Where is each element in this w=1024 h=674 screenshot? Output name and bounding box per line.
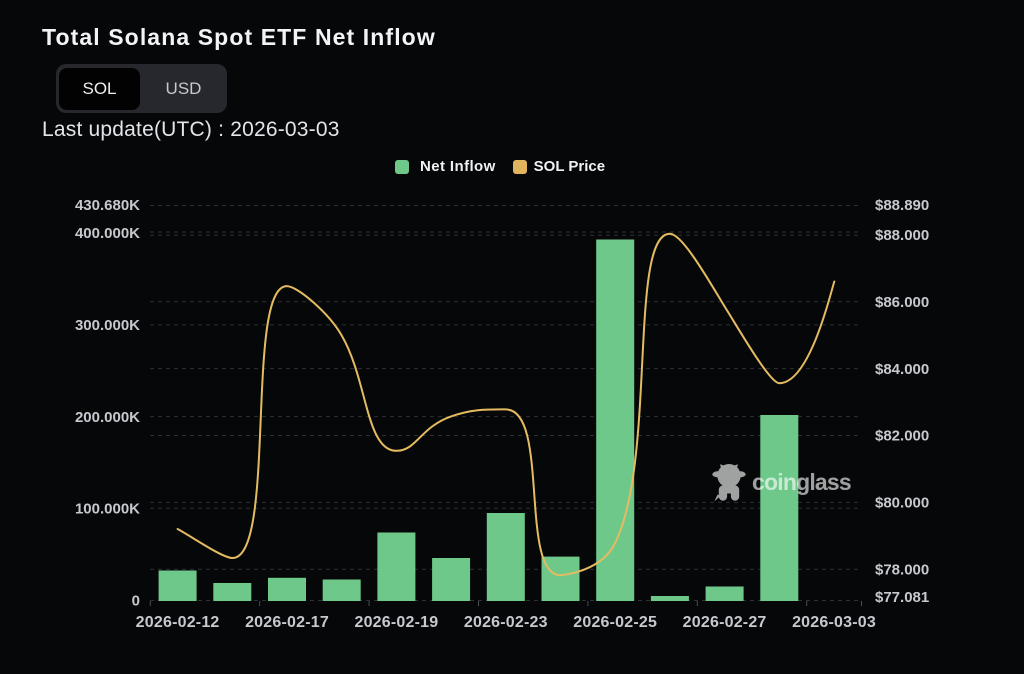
svg-text:2026-02-12: 2026-02-12 xyxy=(136,614,220,631)
svg-text:$82.000: $82.000 xyxy=(875,428,929,445)
svg-text:400.000K: 400.000K xyxy=(75,225,140,242)
svg-text:2026-03-03: 2026-03-03 xyxy=(792,614,876,631)
svg-text:2026-02-27: 2026-02-27 xyxy=(683,614,767,631)
svg-text:2026-02-25: 2026-02-25 xyxy=(573,614,657,631)
svg-text:$78.000: $78.000 xyxy=(875,562,929,579)
svg-text:2026-02-23: 2026-02-23 xyxy=(464,614,548,631)
svg-text:$88.890: $88.890 xyxy=(875,197,929,214)
svg-text:$84.000: $84.000 xyxy=(875,361,929,378)
svg-text:0: 0 xyxy=(132,593,140,610)
svg-text:2026-02-17: 2026-02-17 xyxy=(245,614,329,631)
svg-text:$77.081: $77.081 xyxy=(875,589,929,606)
svg-text:430.680K: 430.680K xyxy=(75,197,140,214)
svg-text:$80.000: $80.000 xyxy=(875,495,929,512)
svg-text:2026-02-19: 2026-02-19 xyxy=(354,614,438,631)
svg-text:200.000K: 200.000K xyxy=(75,409,140,426)
svg-text:100.000K: 100.000K xyxy=(75,501,140,518)
svg-text:$88.000: $88.000 xyxy=(875,227,929,244)
svg-text:$86.000: $86.000 xyxy=(875,294,929,311)
svg-text:300.000K: 300.000K xyxy=(75,317,140,334)
